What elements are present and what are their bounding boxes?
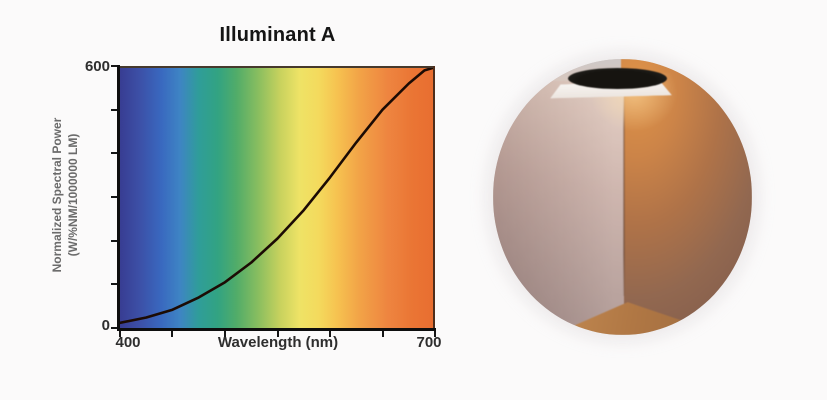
x-tick-550	[276, 331, 279, 337]
x-axis-title: Wavelength (nm)	[217, 334, 339, 351]
x-tick-650	[381, 331, 384, 337]
chart-title: Illuminant A	[219, 24, 336, 46]
spd-curve	[120, 66, 435, 325]
x-tick-label-400: 400	[115, 334, 141, 351]
y-tick-label-600: 600	[84, 58, 110, 75]
x-tick-500	[223, 331, 226, 337]
spd-curve-line	[120, 66, 435, 325]
x-tick-600	[328, 331, 331, 337]
x-axis-line	[117, 328, 436, 331]
y-tick-label-0: 0	[101, 317, 110, 334]
y-tick-100	[111, 283, 117, 286]
corner-edge	[623, 89, 626, 297]
x-tick-400	[119, 331, 121, 337]
x-tick-label-700: 700	[416, 334, 442, 351]
plot-frame-right	[433, 66, 435, 328]
y-axis-title-line2: (W/%NM/1000000 LM)	[65, 133, 80, 257]
y-axis-title-line1: Normalized Spectral Power	[50, 117, 64, 273]
plot-area	[111, 65, 436, 337]
y-tick-0	[111, 327, 117, 329]
y-axis-line	[117, 65, 120, 331]
y-tick-200	[111, 239, 117, 242]
y-tick-400	[111, 152, 117, 155]
illuminant-a-room-photo	[493, 59, 752, 335]
light-fixture-icon	[568, 68, 667, 90]
y-tick-300	[111, 196, 117, 198]
x-tick-450	[171, 331, 174, 337]
y-axis-title: Normalized Spectral Power (W/%NM/1000000…	[50, 55, 86, 335]
plot-frame-top	[120, 66, 435, 68]
room-scene	[493, 59, 752, 335]
y-tick-600	[111, 65, 117, 67]
y-tick-500	[111, 108, 117, 111]
x-tick-700	[434, 331, 436, 337]
